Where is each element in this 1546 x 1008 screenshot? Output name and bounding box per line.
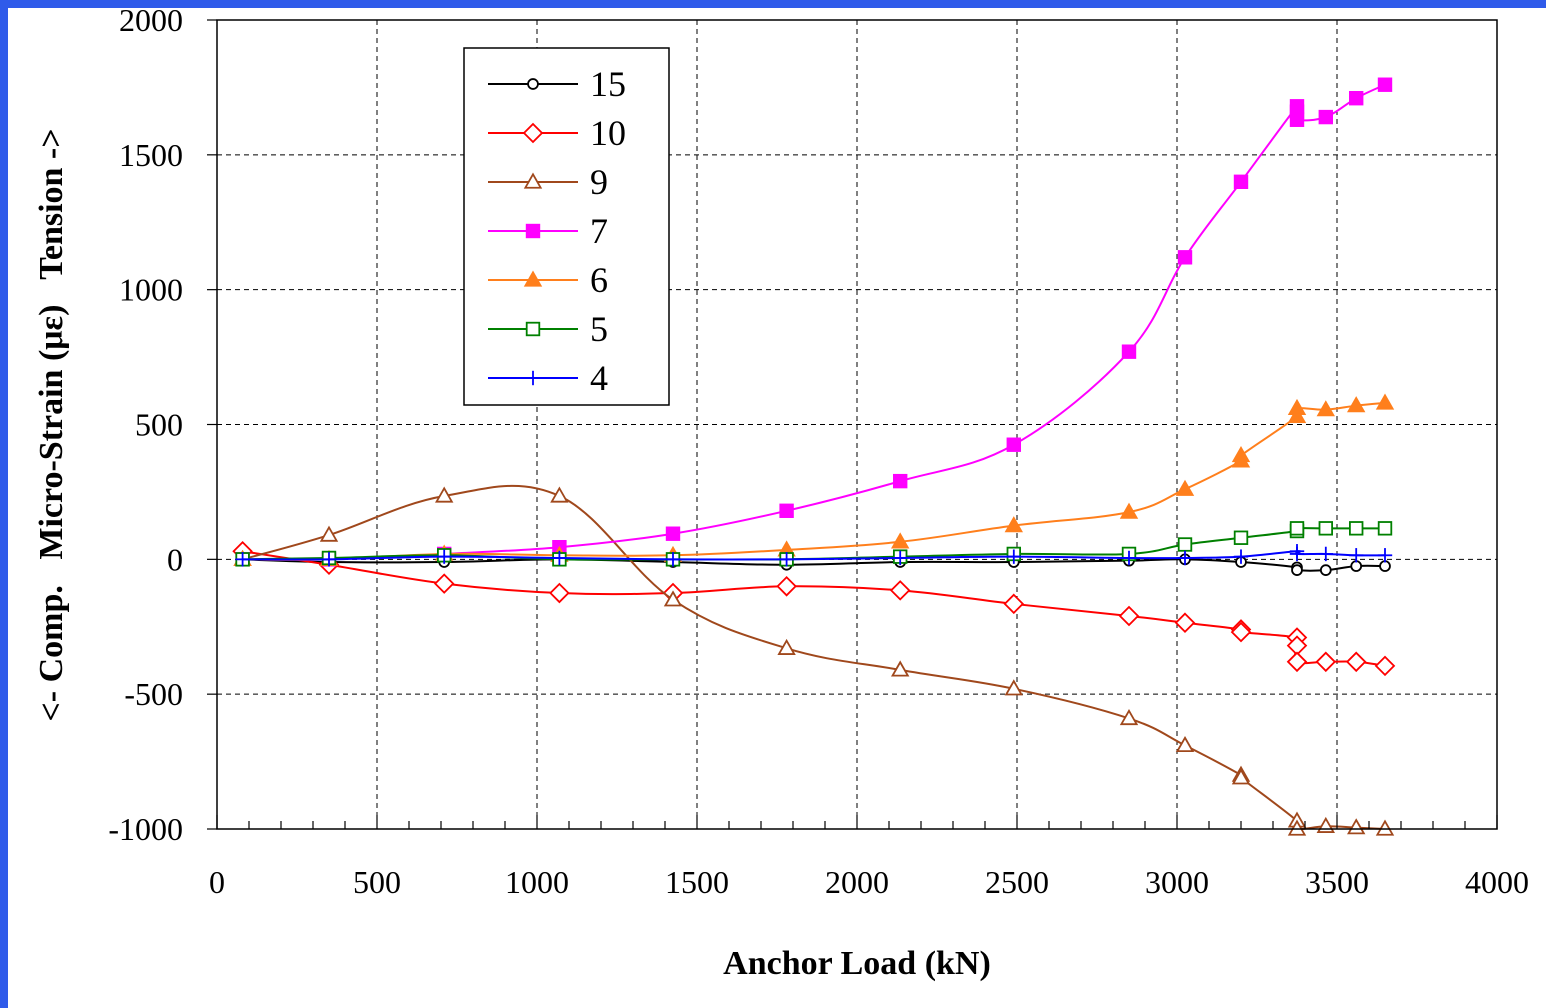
x-tick-label: 3000	[1145, 864, 1209, 900]
y-tick-label: 2000	[119, 2, 183, 38]
data-point-10	[550, 584, 568, 602]
x-tick-label: 3500	[1305, 864, 1369, 900]
y-axis-title: <- Comp. Micro-Strain (με) Tension ->	[33, 128, 70, 721]
x-tick-label: 1000	[505, 864, 569, 900]
data-point-5	[1291, 522, 1304, 535]
legend-label: 5	[590, 309, 608, 349]
y-tick-label: 500	[135, 407, 183, 443]
legend-label: 7	[590, 211, 608, 251]
data-point-15	[1380, 561, 1390, 571]
data-point-15	[1351, 561, 1361, 571]
series-line-5	[243, 528, 1385, 560]
data-point-6	[1233, 448, 1248, 461]
series-9	[235, 486, 1393, 835]
data-point-5	[1179, 538, 1192, 551]
data-point-7	[1379, 78, 1392, 91]
data-point-15	[1292, 565, 1302, 575]
data-point-9	[1177, 738, 1192, 751]
data-point-5	[1235, 531, 1248, 544]
data-point-4	[1178, 551, 1192, 565]
legend-marker	[527, 323, 540, 336]
y-tick-label: -500	[124, 676, 183, 712]
data-point-7	[1350, 92, 1363, 105]
legend-label: 9	[590, 162, 608, 202]
grid-lines	[217, 20, 1497, 829]
series-line-7	[243, 85, 1385, 560]
legend-marker	[527, 225, 540, 238]
data-point-7	[1320, 111, 1333, 124]
legend-box	[464, 48, 669, 405]
series-line-9	[243, 486, 1385, 829]
data-point-10	[1347, 653, 1365, 671]
series-line-15	[243, 559, 1385, 570]
legend-label: 15	[590, 64, 626, 104]
data-point-10	[1005, 595, 1023, 613]
legend-label: 4	[590, 358, 608, 398]
data-point-7	[1179, 251, 1192, 264]
data-point-10	[778, 577, 796, 595]
y-tick-label: 1000	[119, 272, 183, 308]
series-7	[236, 78, 1391, 565]
data-point-9	[552, 488, 567, 501]
series-line-6	[243, 403, 1385, 560]
data-point-4	[1319, 547, 1333, 561]
data-point-4	[1349, 548, 1363, 562]
x-tick-label: 4000	[1465, 864, 1529, 900]
y-tick-label: -1000	[108, 811, 183, 847]
series-layer	[234, 78, 1394, 834]
data-point-5	[1350, 522, 1363, 535]
x-tick-label: 0	[209, 864, 225, 900]
data-point-7	[1291, 113, 1304, 126]
data-point-10	[1176, 614, 1194, 632]
data-point-10	[435, 575, 453, 593]
y-tick-label: 0	[167, 541, 183, 577]
data-point-7	[780, 504, 793, 517]
x-tick-label: 2500	[985, 864, 1049, 900]
legend-label: 6	[590, 260, 608, 300]
data-point-7	[1123, 345, 1136, 358]
y-tick-label: 1500	[119, 137, 183, 173]
data-point-6	[1377, 395, 1392, 408]
x-tick-label: 500	[353, 864, 401, 900]
data-point-7	[667, 527, 680, 540]
data-point-10	[1288, 653, 1306, 671]
data-point-7	[1008, 438, 1021, 451]
data-point-10	[891, 581, 909, 599]
series-line-10	[243, 551, 1385, 666]
x-axis-title: Anchor Load (kN)	[723, 945, 991, 982]
data-point-10	[1317, 653, 1335, 671]
x-axis-tick-labels: 0 500 1000 1500 2000 2500 3000 3500 4000	[209, 864, 1529, 900]
data-point-10	[1376, 657, 1394, 675]
data-point-6	[1177, 482, 1192, 495]
x-tick-label: 1500	[665, 864, 729, 900]
data-point-5	[1379, 522, 1392, 535]
data-point-5	[1320, 522, 1333, 535]
legend-label: 10	[590, 113, 626, 153]
data-point-10	[1120, 607, 1138, 625]
data-point-7	[1235, 176, 1248, 189]
data-point-15	[1321, 565, 1331, 575]
data-point-7	[894, 475, 907, 488]
legend: 15 10 9 7 6 5 4	[464, 48, 669, 405]
x-tick-label: 2000	[825, 864, 889, 900]
data-point-4	[1378, 548, 1392, 562]
legend-marker	[528, 79, 538, 89]
y-axis-tick-labels: -1000 -500 0 500 1000 1500 2000	[108, 2, 183, 847]
